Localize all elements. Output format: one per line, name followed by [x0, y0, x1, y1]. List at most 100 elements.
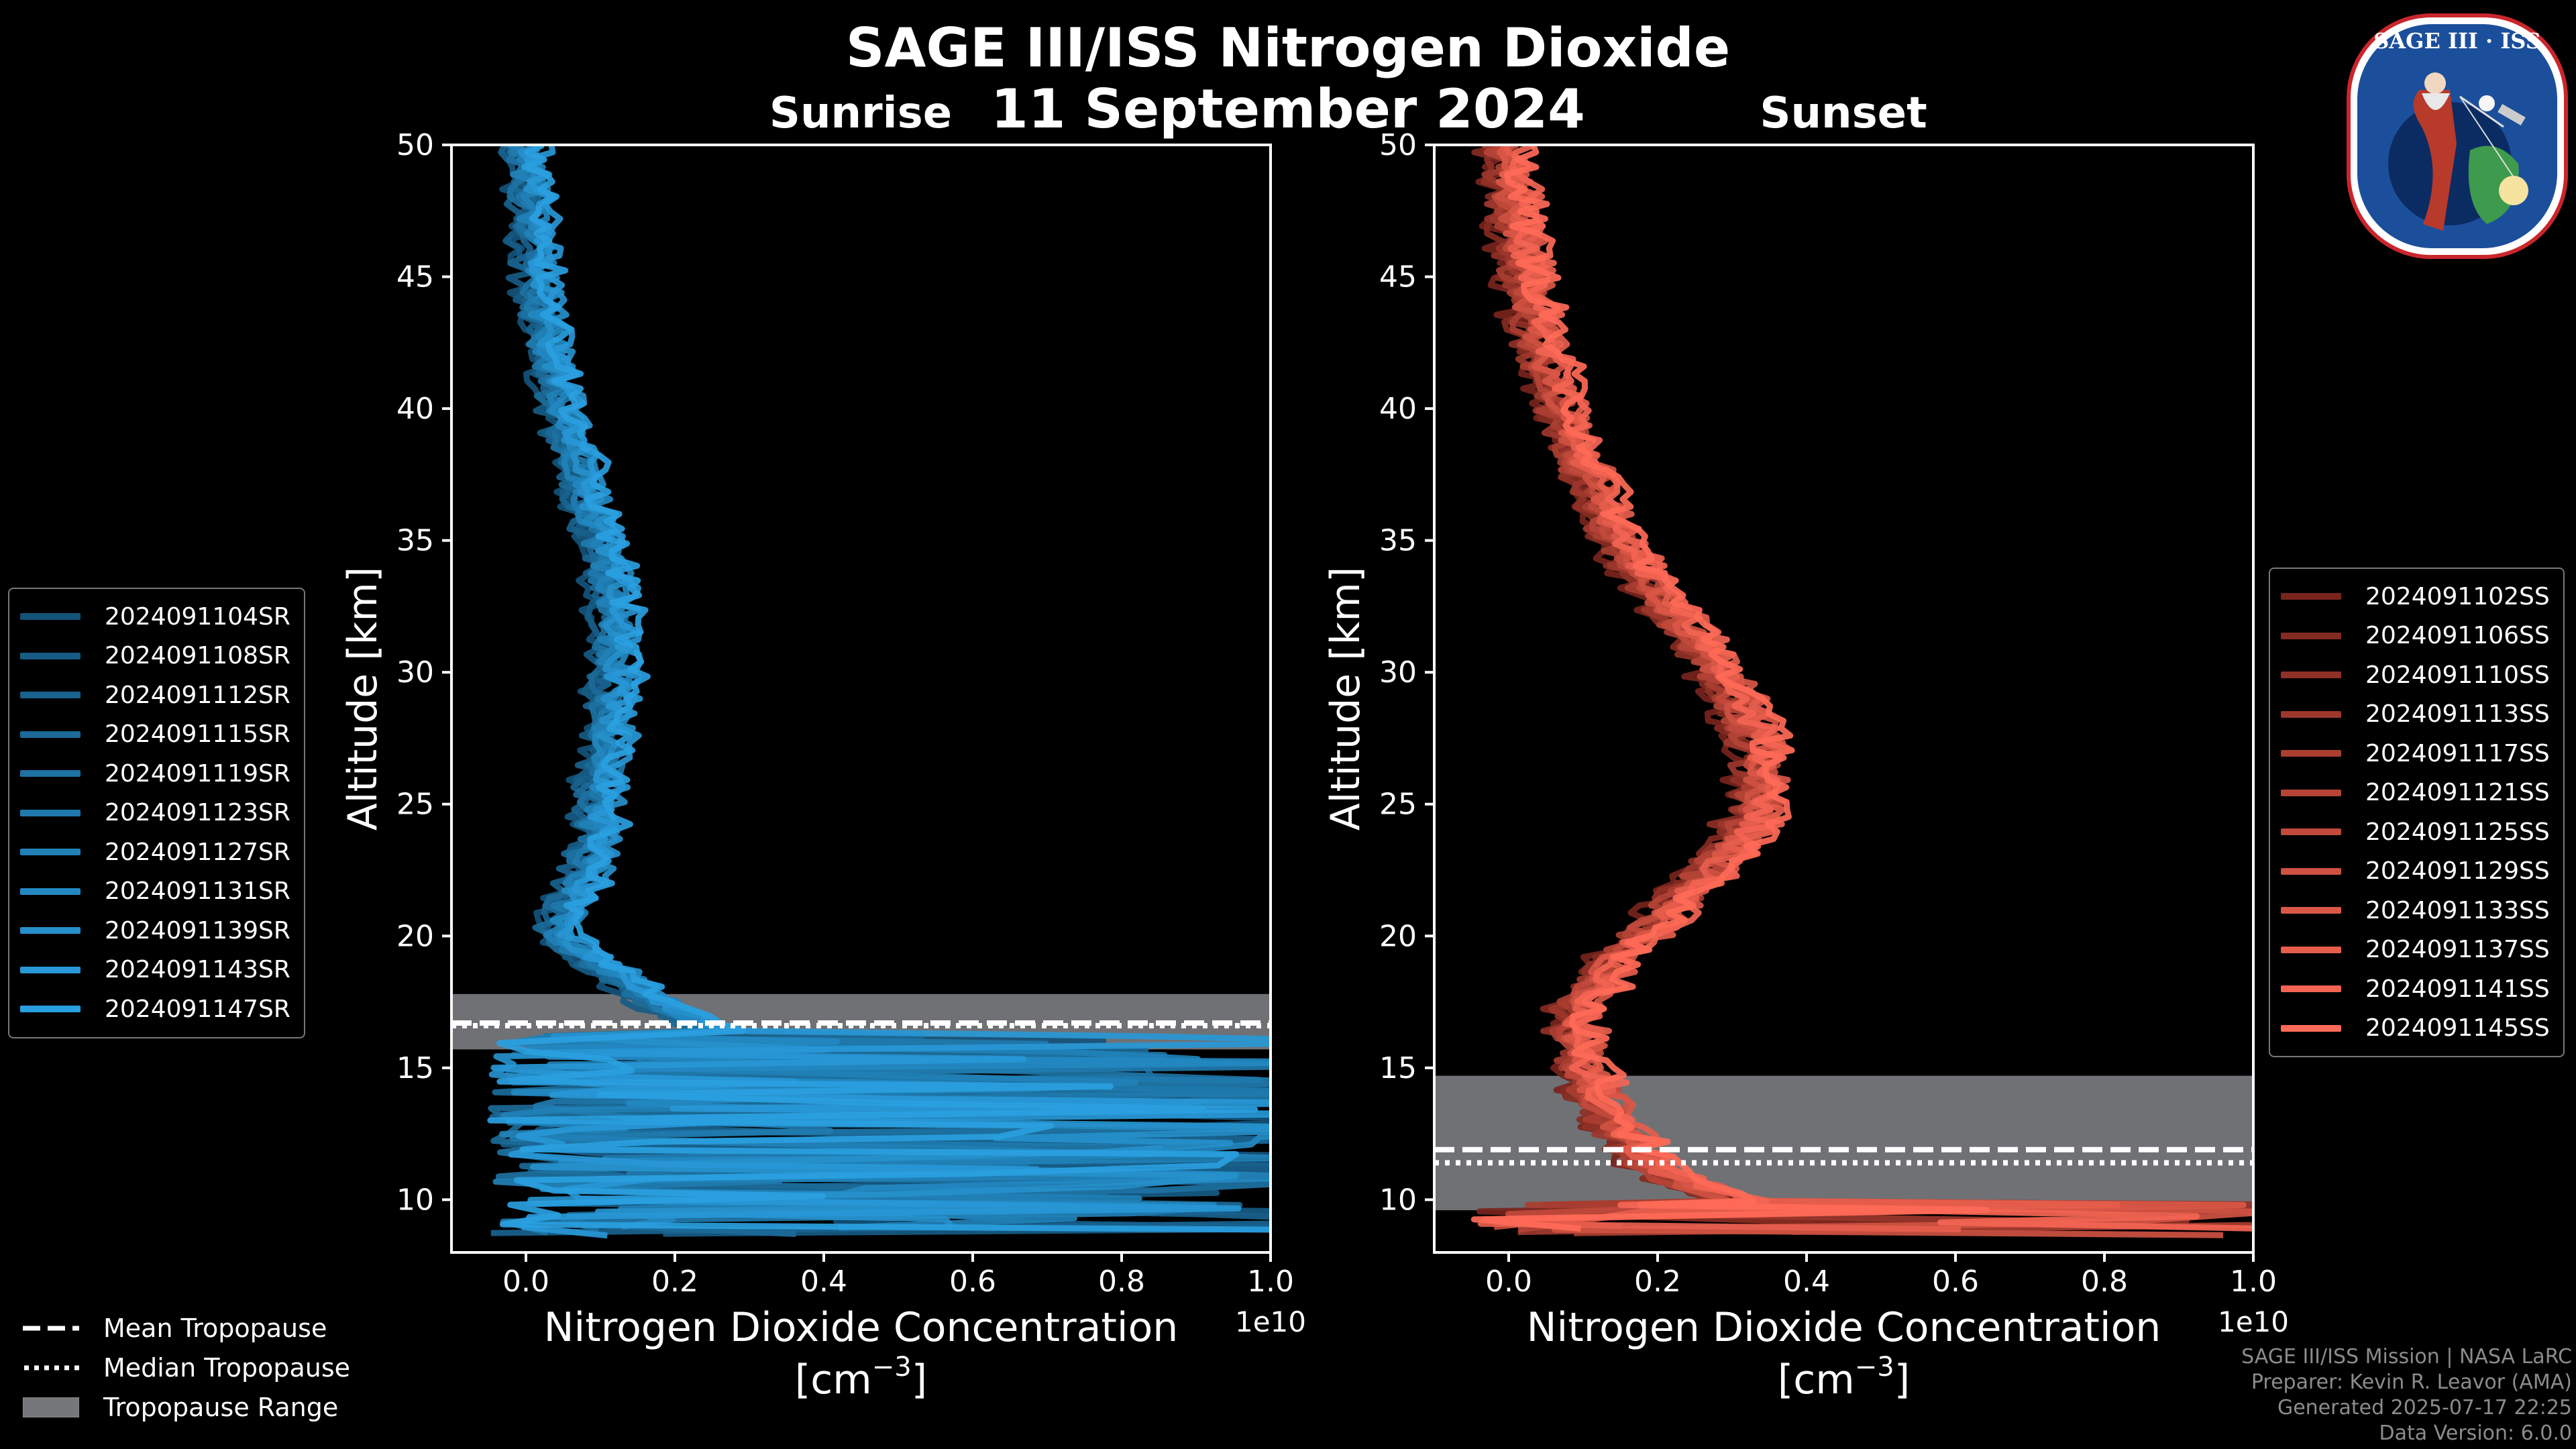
legend-swatch	[20, 613, 80, 621]
x-axis-label: Nitrogen Dioxide Concentration	[1527, 1304, 2161, 1351]
legend-label: 2024091123SR	[105, 799, 290, 827]
plot-frame	[450, 144, 1272, 1254]
legend-label: 2024091110SS	[2365, 661, 2550, 689]
legend-label: 2024091113SS	[2365, 700, 2550, 729]
plot-frame	[1433, 144, 2255, 1254]
legend-swatch	[2281, 672, 2341, 679]
legend-swatch	[2281, 867, 2341, 875]
legend-swatch	[2281, 789, 2341, 796]
y-tick-label: 45	[396, 260, 434, 294]
y-tick-label: 50	[396, 128, 434, 162]
legend-swatch	[20, 731, 80, 738]
dashed-line-swatch	[23, 1326, 79, 1330]
logo-title: SAGE III · ISS	[2373, 28, 2541, 54]
legend-entry: 2024091115SR	[20, 715, 290, 755]
x-tick-label: 0.0	[1485, 1265, 1532, 1299]
legend-mean-tropopause: Mean Tropopause	[23, 1308, 350, 1348]
y-tick-label: 50	[1379, 128, 1417, 162]
legend-swatch	[20, 770, 80, 777]
y-tick-label: 30	[1379, 655, 1417, 690]
y-tick-label: 35	[396, 524, 434, 558]
x-tick-label: 0.4	[800, 1265, 847, 1299]
legend-entry: 2024091145SS	[2281, 1009, 2550, 1049]
legend-label: 2024091137SS	[2365, 936, 2550, 964]
legend-entry: 2024091108SR	[20, 637, 290, 676]
legend-entry: 2024091133SS	[2281, 891, 2550, 930]
y-tick-label: 40	[1379, 392, 1417, 426]
range-patch-swatch	[23, 1397, 79, 1417]
legend-swatch	[20, 652, 80, 659]
legend-entry: 2024091117SS	[2281, 734, 2550, 773]
legend-label: 2024091147SR	[105, 995, 290, 1023]
legend-entry: 2024091125SS	[2281, 812, 2550, 852]
legend-swatch	[20, 888, 80, 895]
legend-swatch	[20, 809, 80, 816]
y-tick-label: 25	[1379, 788, 1417, 822]
legend-label: Mean Tropopause	[103, 1313, 327, 1343]
legend-label: 2024091117SS	[2365, 739, 2550, 767]
credit-line: SAGE III/ISS Mission | NASA LaRC	[2241, 1345, 2572, 1368]
x-axis-unit: [cm−3]	[795, 1352, 927, 1403]
legend-entry: 2024091110SS	[2281, 655, 2550, 695]
legend-entry: 2024091119SR	[20, 754, 290, 794]
legend-swatch	[20, 966, 80, 973]
sunset-panel: 0.0 0.2 0.4 0.6 0.8 1.0 10 15 20 25 30 35 40 45 50 1e10…	[1322, 128, 2289, 1403]
legend-label: 2024091119SR	[105, 759, 290, 788]
figure-title: SAGE III/ISS Nitrogen Dioxide	[846, 17, 1730, 79]
legend-median-tropopause: Median Tropopause	[23, 1348, 350, 1387]
legend-label: 2024091145SS	[2365, 1014, 2550, 1042]
legend-label: 2024091102SS	[2365, 582, 2550, 610]
legend-swatch	[2281, 985, 2341, 993]
credit-line: Generated 2025-07-17 22:25	[2277, 1396, 2572, 1419]
legend-swatch	[20, 1006, 80, 1013]
x-tick-label: 1.0	[1247, 1265, 1294, 1299]
y-tick-label: 10	[1379, 1183, 1417, 1217]
x-tick-label: 0.8	[1098, 1265, 1145, 1299]
sunset-legend: 2024091102SS 2024091106SS 2024091110SS 2024…	[2269, 568, 2565, 1057]
legend-label: 2024091125SS	[2365, 818, 2550, 846]
dotted-line-swatch	[24, 1365, 79, 1370]
legend-swatch	[2281, 907, 2341, 914]
legend-label: 2024091127SR	[105, 838, 290, 866]
figure-date: 11 September 2024	[991, 78, 1585, 140]
x-tick-label: 0.0	[502, 1265, 549, 1299]
legend-entry: 2024091102SS	[2281, 577, 2550, 616]
legend-label: 2024091131SR	[105, 877, 290, 906]
legend-entry: 2024091123SR	[20, 794, 290, 833]
legend-entry: 2024091104SR	[20, 597, 290, 637]
legend-entry: 2024091112SR	[20, 676, 290, 715]
credit-line: Data Version: 6.0.0	[2379, 1421, 2572, 1445]
x-tick-label: 1.0	[2230, 1265, 2277, 1299]
legend-tropopause-range: Tropopause Range	[23, 1387, 350, 1427]
legend-swatch	[2281, 828, 2341, 836]
legend-swatch	[2281, 632, 2341, 639]
legend-label: 2024091112SR	[105, 681, 290, 709]
credits-block: SAGE III/ISS Mission | NASA LaRC Prepare…	[2241, 1344, 2572, 1446]
legend-entry: 2024091141SS	[2281, 969, 2550, 1009]
legend-swatch	[20, 849, 80, 856]
legend-entry: 2024091147SR	[20, 989, 290, 1029]
sunrise-panel-title: Sunrise	[769, 89, 952, 138]
legend-entry: 2024091106SS	[2281, 616, 2550, 656]
sunrise-legend: 2024091104SR 2024091108SR 2024091112SR 2024…	[8, 588, 305, 1038]
legend-label: Median Tropopause	[103, 1352, 350, 1383]
profile-lines	[487, 145, 1271, 1239]
y-axis-label: Altitude [km]	[339, 567, 386, 831]
sunrise-panel: 0.0 0.2 0.4 0.6 0.8 1.0 10 15 20 25 30 35 40 45 50 1e10…	[339, 128, 1306, 1403]
legend-entry: 2024091113SS	[2281, 695, 2550, 735]
y-tick-label: 15	[1379, 1051, 1417, 1085]
tropopause-range-band	[1434, 1075, 2253, 1211]
y-tick-label: 40	[396, 392, 434, 426]
y-tick-label: 15	[396, 1051, 434, 1085]
y-tick-label: 45	[1379, 260, 1417, 294]
legend-swatch	[2281, 710, 2341, 718]
legend-swatch	[2281, 750, 2341, 757]
legend-swatch	[20, 692, 80, 699]
legend-swatch	[2281, 946, 2341, 953]
legend-label: 2024091106SS	[2365, 622, 2550, 650]
legend-entry: 2024091127SR	[20, 833, 290, 872]
legend-entry: 2024091143SR	[20, 951, 290, 990]
y-tick-label: 10	[396, 1183, 434, 1217]
y-tick-label: 30	[396, 655, 434, 690]
